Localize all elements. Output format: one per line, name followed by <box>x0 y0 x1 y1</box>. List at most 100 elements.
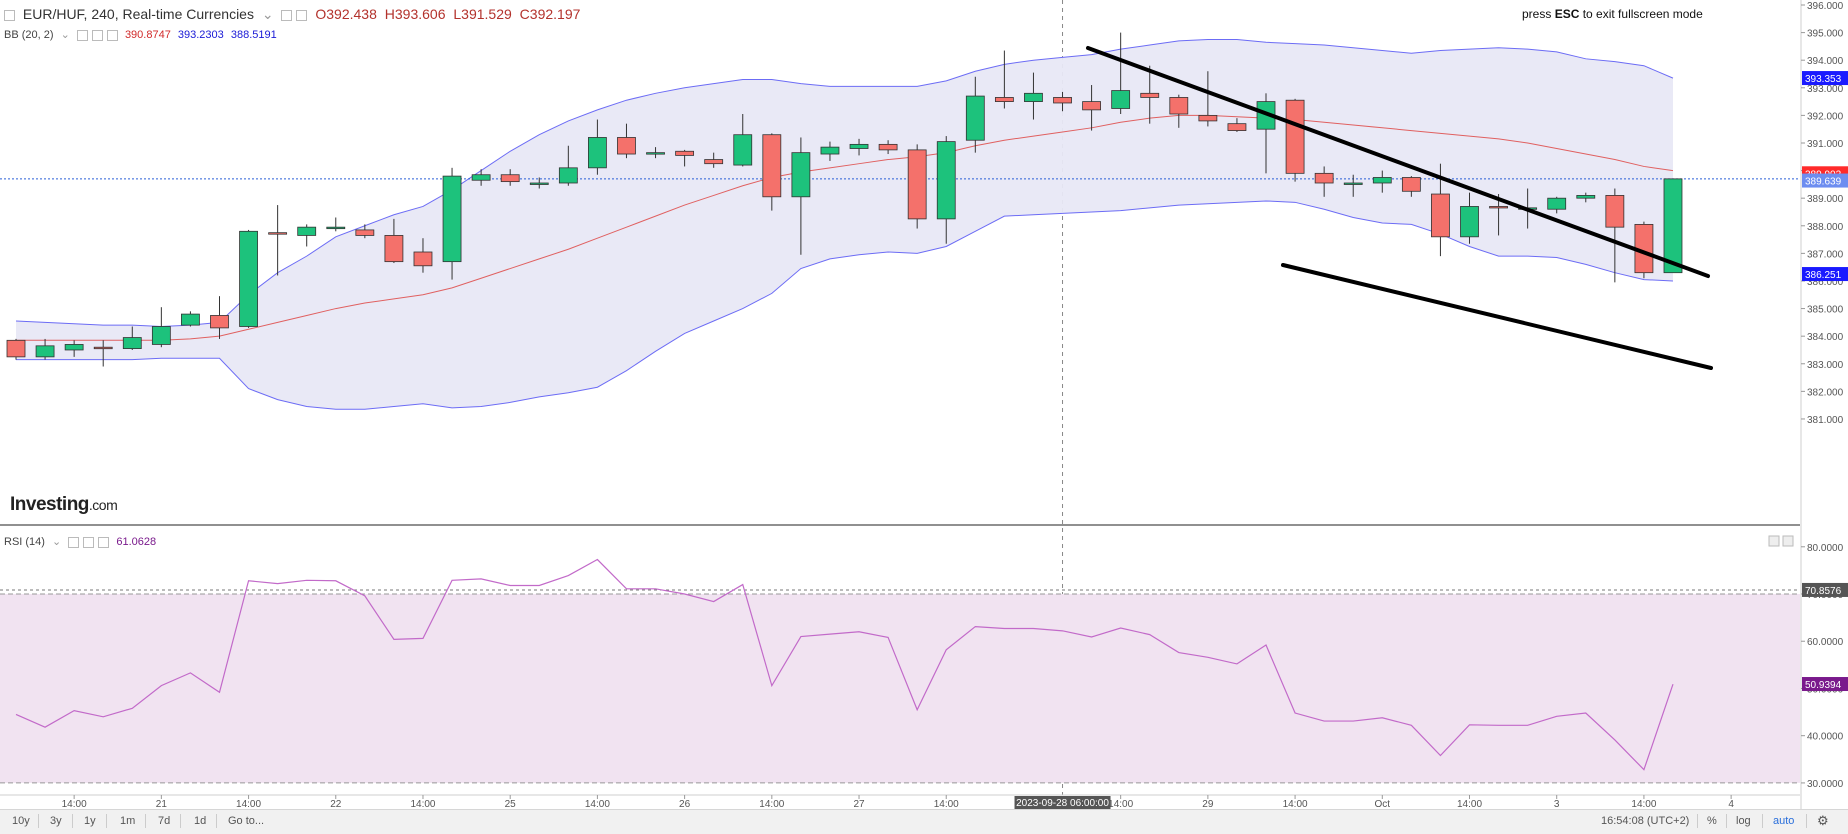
timeframe-1m[interactable]: 1m <box>120 815 136 827</box>
candle-body <box>965 95 985 141</box>
candle <box>64 340 84 357</box>
settings-icon[interactable] <box>91 29 103 41</box>
candle-body <box>1053 97 1072 104</box>
pane-down-icon <box>1782 535 1794 547</box>
candle <box>355 224 375 239</box>
grid-lines <box>0 0 1800 795</box>
candle <box>878 140 898 155</box>
candle <box>1547 196 1567 214</box>
close-icon[interactable] <box>106 29 118 41</box>
price-tick-label: 389.000 <box>1807 194 1844 205</box>
price-tick-label: 394.000 <box>1807 56 1844 67</box>
time-tick-label: 27 <box>853 799 865 809</box>
chevron-down-icon[interactable]: ⌄ <box>261 6 274 22</box>
trendlines <box>1086 46 1713 370</box>
candle-body <box>878 143 898 151</box>
fullscreen-message: press ESC to exit fullscreen mode <box>1522 7 1703 21</box>
eye-icon[interactable] <box>296 9 308 21</box>
candle-body <box>791 152 811 198</box>
bottom-toolbar: 10y 3y 1y 1m 7d 1d Go to... 16:54:08 (UT… <box>0 809 1848 834</box>
candle <box>675 149 695 167</box>
price-tick-label: 391.000 <box>1807 139 1844 150</box>
goto-button[interactable]: Go to... <box>228 815 265 827</box>
ohlc-low: L391.529 <box>453 6 512 22</box>
chart-canvas[interactable]: 396.000 395.000 394.000 393.000 392.000 391.0… <box>0 0 1848 809</box>
eye-icon[interactable] <box>68 536 80 548</box>
candle <box>442 167 462 280</box>
candle <box>239 229 258 328</box>
rsi-value: 61.0628 <box>116 536 157 548</box>
candle <box>1198 71 1218 127</box>
candle <box>704 152 724 168</box>
candle <box>1401 176 1421 197</box>
symbol-legend: EUR/HUF, 240, Real-time Currencies ⌄ O39… <box>4 6 584 23</box>
candle-body <box>762 134 782 198</box>
divider <box>72 814 73 828</box>
bb-upper-value: 393.2303 <box>177 29 224 41</box>
auto-toggle[interactable]: auto <box>1773 815 1795 827</box>
time-tick-label: 29 <box>1202 799 1214 809</box>
divider <box>1762 814 1763 828</box>
chevron-down-icon[interactable]: ⌄ <box>60 29 70 41</box>
candle-body <box>413 251 433 267</box>
candle <box>1576 192 1596 203</box>
time-tick-label: 14:00 <box>236 799 261 809</box>
candle-body <box>6 339 26 358</box>
chevron-down-icon[interactable]: ⌄ <box>52 536 62 548</box>
candle <box>849 138 869 156</box>
candle-body <box>1111 90 1131 109</box>
candle <box>762 133 782 211</box>
timeframe-3y[interactable]: 3y <box>50 815 62 827</box>
price-tick-label: 392.000 <box>1807 111 1844 122</box>
candle-body <box>1401 177 1421 192</box>
esc-key: ESC <box>1554 7 1580 21</box>
divider <box>145 814 146 828</box>
settings-icon[interactable] <box>83 536 95 548</box>
candle-body <box>1605 195 1625 228</box>
log-toggle[interactable]: log <box>1736 815 1751 827</box>
percent-toggle[interactable]: % <box>1707 815 1717 827</box>
candle <box>1111 32 1131 115</box>
timeframe-1y[interactable]: 1y <box>84 815 96 827</box>
candle <box>588 119 607 175</box>
rsi-legend: RSI (14) ⌄ 61.0628 <box>4 535 160 548</box>
bb-basis-value: 390.8747 <box>124 29 171 41</box>
candle-body <box>1227 123 1247 131</box>
candle-body <box>529 182 549 185</box>
candle <box>1372 170 1392 193</box>
price-tick-label: 382.000 <box>1807 387 1844 398</box>
candle-body <box>1169 97 1189 115</box>
rsi-plot <box>0 558 1800 784</box>
price-tick-label: 385.000 <box>1807 305 1844 316</box>
crosshair-time-bg <box>1014 796 1111 809</box>
timeframe-1d[interactable]: 1d <box>194 815 207 827</box>
time-tick-label: 14:00 <box>759 799 784 809</box>
price-label: 389.639 <box>1802 173 1848 188</box>
close-icon[interactable] <box>98 536 110 548</box>
divider <box>1726 814 1727 828</box>
crosshair-time-text: 2023-09-28 06:00:00 <box>1016 798 1109 809</box>
rsi-price-label: 50.9394 <box>1802 677 1848 692</box>
candle-body <box>93 346 113 350</box>
price-label: 393.353 <box>1802 71 1848 86</box>
candle <box>1285 98 1305 182</box>
candle <box>1314 166 1334 197</box>
candle-body <box>384 235 404 263</box>
axes: 396.000 395.000 394.000 393.000 392.000 391.0… <box>0 0 1848 809</box>
gear-icon[interactable]: ⚙ <box>1817 813 1829 828</box>
candle <box>413 238 433 273</box>
candle <box>210 296 229 339</box>
price-label-text: 393.353 <box>1805 74 1842 85</box>
symbol-title: EUR/HUF, 240, Real-time Currencies <box>22 6 254 22</box>
candle-body <box>442 175 462 263</box>
timeframe-7d[interactable]: 7d <box>158 815 171 827</box>
timeframe-10y[interactable]: 10y <box>12 815 30 827</box>
settings-icon[interactable] <box>281 9 293 21</box>
candle <box>646 147 665 159</box>
candle-body <box>268 232 288 235</box>
eye-icon[interactable] <box>76 29 88 41</box>
price-label-bg <box>1802 173 1848 188</box>
candle <box>1169 94 1189 128</box>
bb-legend: BB (20, 2) ⌄ 390.8747 393.2303 388.5191 <box>4 28 281 41</box>
candle-body <box>1372 177 1392 184</box>
